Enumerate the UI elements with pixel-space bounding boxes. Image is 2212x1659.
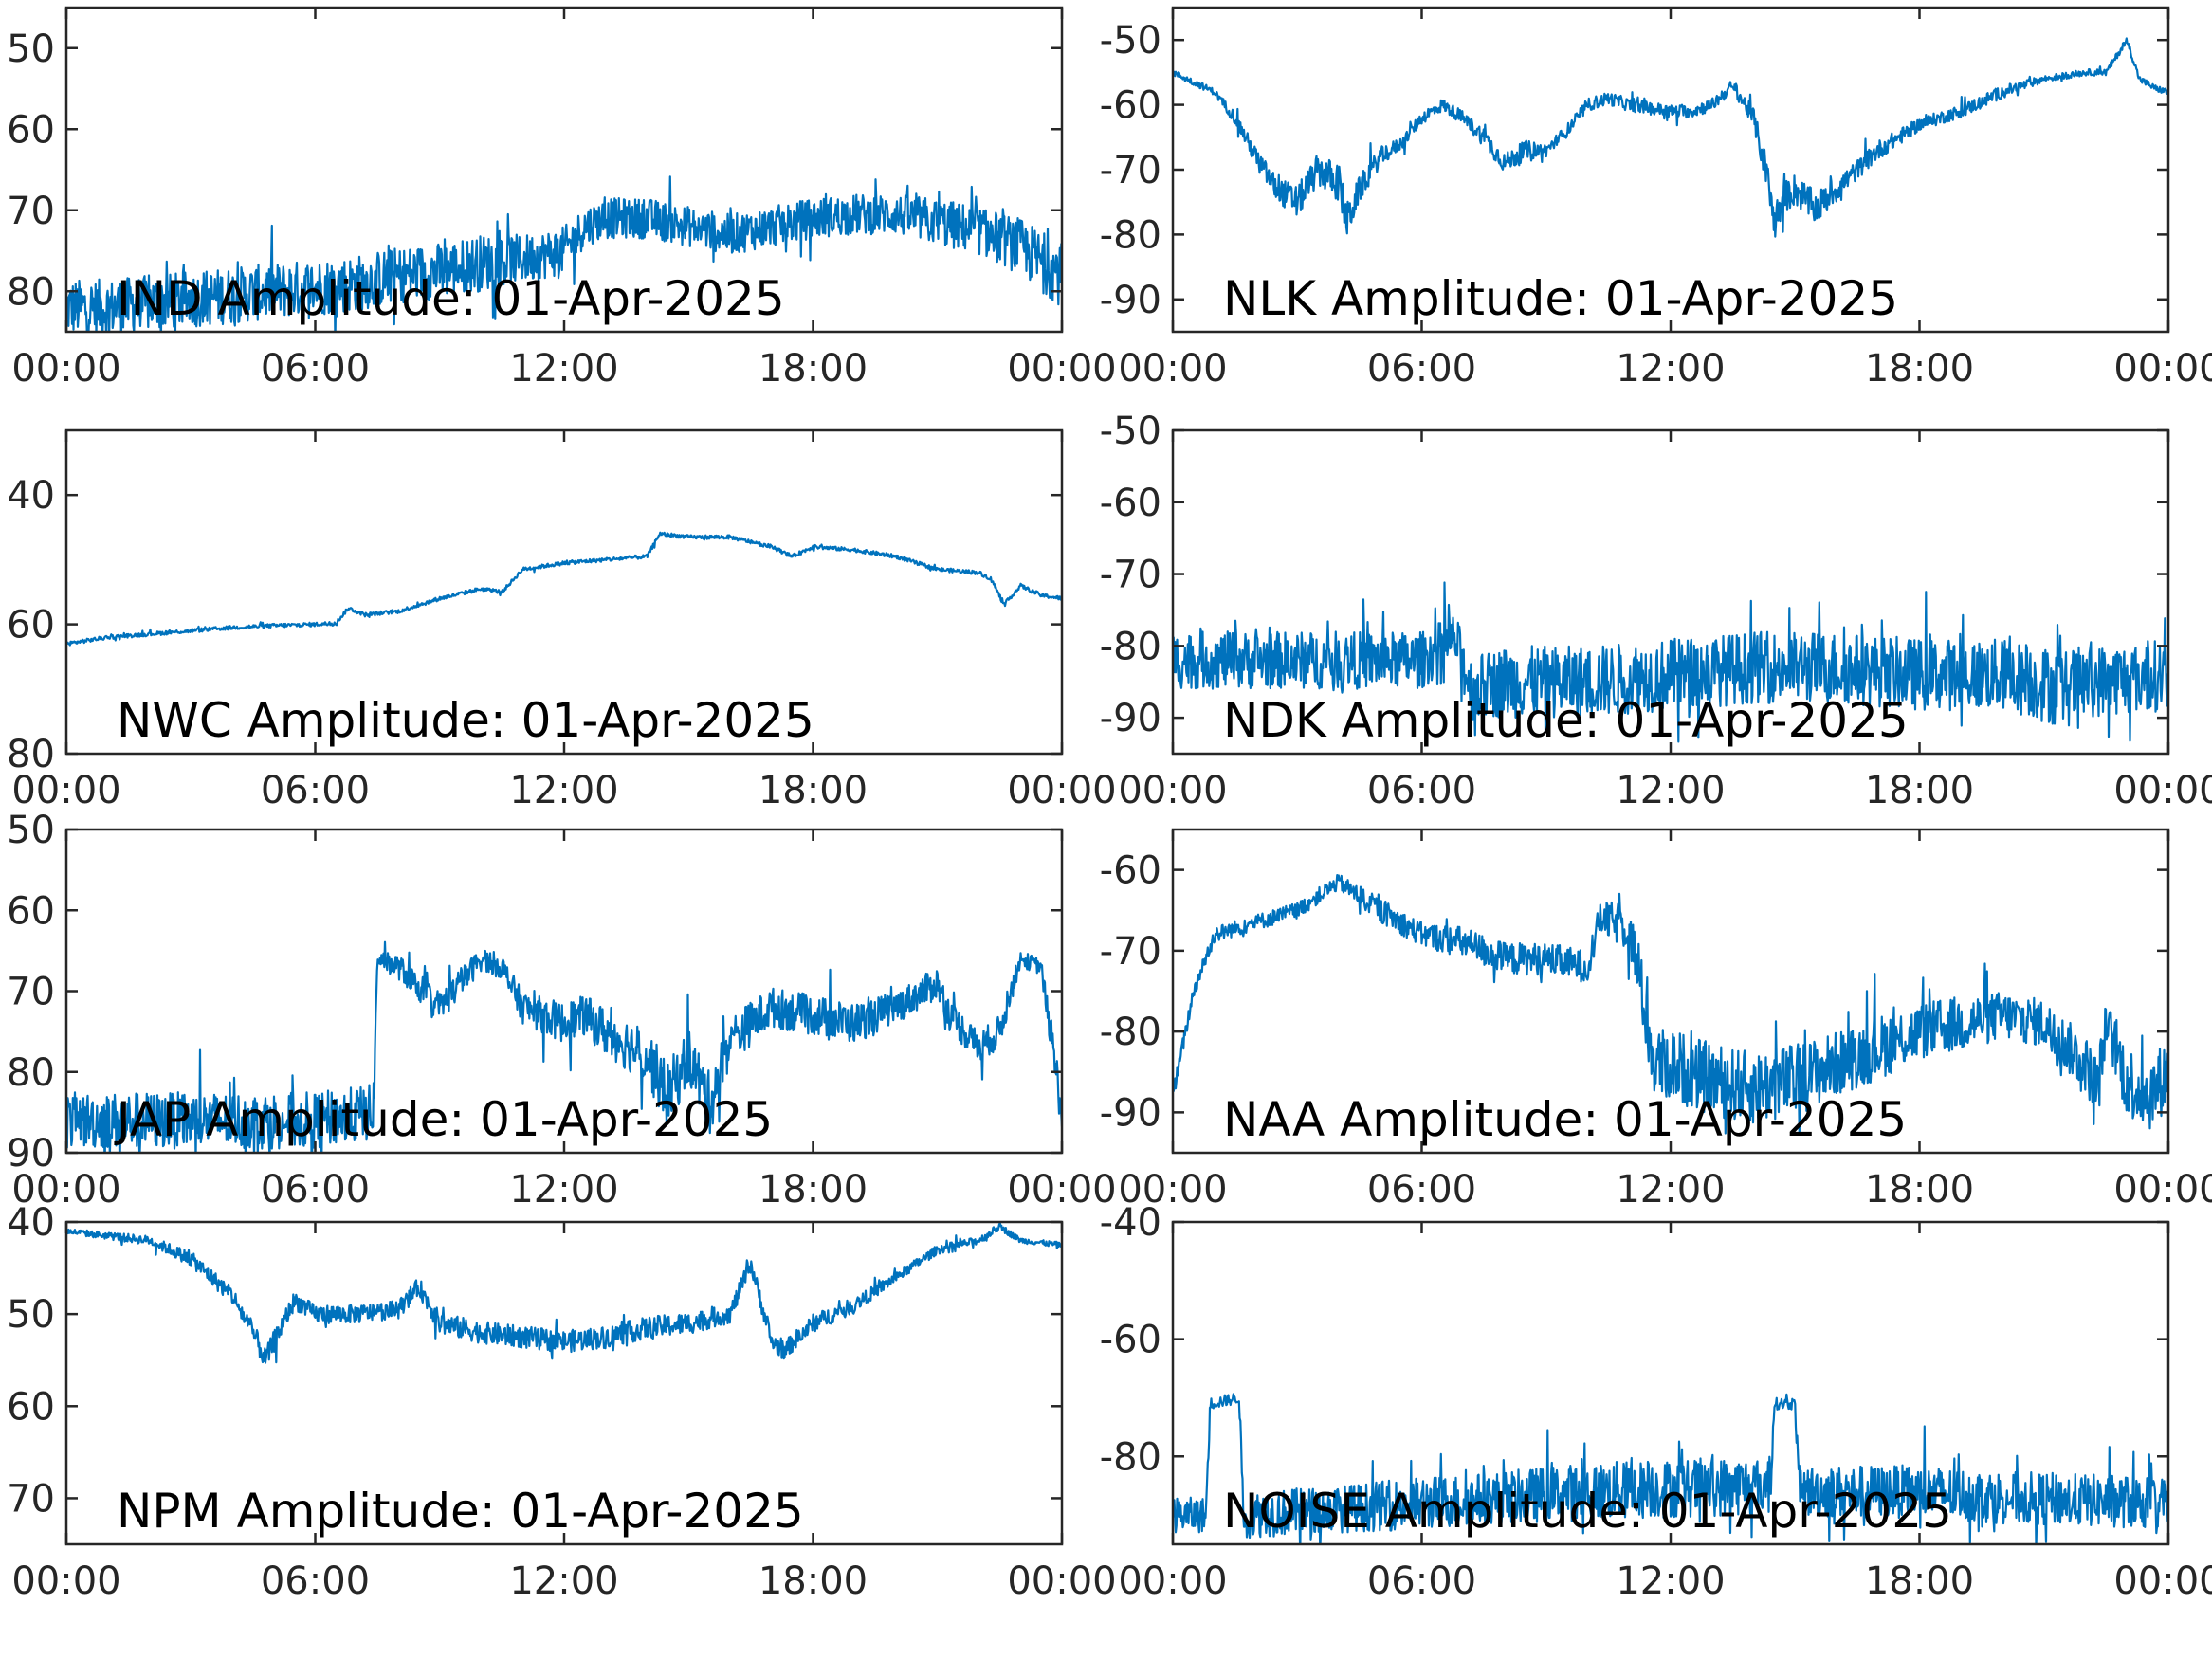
y-tick-label: -70 xyxy=(1100,930,1161,974)
y-tick-label: -50 xyxy=(1100,19,1161,63)
x-tick-label: 12:00 xyxy=(509,1559,618,1603)
y-tick-label: 40 xyxy=(7,474,55,518)
y-tick-label: -60 xyxy=(1100,482,1161,525)
plot-title: NDK Amplitude: 01-Apr-2025 xyxy=(1223,693,1909,748)
panel-nwc: 00:00 06:00 12:00 18:00 00:00 40 60 80 NWC Ampli… xyxy=(7,428,1117,812)
series-line-ind xyxy=(66,175,1062,332)
x-tick-label: 00:00 xyxy=(1118,347,1227,391)
y-tick-label: 60 xyxy=(7,889,55,933)
plot-title: NAA Amplitude: 01-Apr-2025 xyxy=(1223,1092,1907,1147)
y-tick-label: 80 xyxy=(7,733,55,776)
y-tick-label: 50 xyxy=(7,1293,55,1337)
x-tick-label: 18:00 xyxy=(1865,769,1974,812)
panel-nlk: 00:00 06:00 12:00 18:00 00:00 -50 -60 -70 -80 -90… xyxy=(1100,6,2212,391)
y-tick-label: 50 xyxy=(7,27,55,71)
x-tick-label: 00:00 xyxy=(11,347,120,391)
x-tick-label: 00:00 xyxy=(11,1168,120,1212)
x-tick-label: 06:00 xyxy=(1367,1559,1476,1603)
y-tick-label: -70 xyxy=(1100,149,1161,192)
x-tick-label: 06:00 xyxy=(261,1559,370,1603)
y-tick-label: -70 xyxy=(1100,554,1161,597)
y-tick-label: 50 xyxy=(7,809,55,852)
x-tick-label: 06:00 xyxy=(261,769,370,812)
x-tick-label: 18:00 xyxy=(759,1168,868,1212)
panel-ndk: 00:00 06:00 12:00 18:00 00:00 -50 -60 -70 -80 -90… xyxy=(1100,410,2212,812)
plot-title: NOISE Amplitude: 01-Apr-2025 xyxy=(1223,1484,1952,1539)
y-tick-label: 60 xyxy=(7,604,55,647)
series-line-nwc xyxy=(66,531,1062,647)
y-tick-label: -80 xyxy=(1100,1011,1161,1054)
y-tick-label: -40 xyxy=(1100,1201,1161,1245)
plot-title: NLK Amplitude: 01-Apr-2025 xyxy=(1223,271,1898,326)
y-tick-label: 40 xyxy=(7,1201,55,1245)
panel-ind: 00:00 06:00 12:00 18:00 00:00 50 60 70 80 IND Amp… xyxy=(7,6,1117,391)
x-tick-label: 00:00 xyxy=(2113,769,2212,812)
x-tick-label: 18:00 xyxy=(1865,1168,1974,1212)
x-tick-label: 00:00 xyxy=(1118,1559,1227,1603)
x-tick-label: 00:00 xyxy=(2113,1559,2212,1603)
x-tick-label: 18:00 xyxy=(759,347,868,391)
x-tick-label: 12:00 xyxy=(509,347,618,391)
x-tick-label: 06:00 xyxy=(1367,1168,1476,1212)
y-tick-label: -90 xyxy=(1100,1091,1161,1135)
y-tick-label: -90 xyxy=(1100,279,1161,322)
x-tick-label: 12:00 xyxy=(509,769,618,812)
series-line-naa xyxy=(1173,874,2168,1136)
x-tick-label: 12:00 xyxy=(1616,347,1725,391)
x-tick-label: 00:00 xyxy=(11,1559,120,1603)
y-tick-label: 70 xyxy=(7,190,55,233)
x-tick-label: 00:00 xyxy=(1007,1168,1116,1212)
x-tick-label: 12:00 xyxy=(1616,1168,1725,1212)
y-tick-label: -80 xyxy=(1100,625,1161,668)
x-tick-label: 18:00 xyxy=(759,769,868,812)
x-tick-label: 18:00 xyxy=(1865,1559,1974,1603)
x-tick-label: 06:00 xyxy=(261,1168,370,1212)
y-tick-label: 60 xyxy=(7,1385,55,1429)
panel-npm: 00:00 06:00 12:00 18:00 00:00 40 50 60 70 NPM Amp… xyxy=(7,1201,1117,1603)
x-tick-label: 18:00 xyxy=(759,1559,868,1603)
x-tick-label: 12:00 xyxy=(1616,769,1725,812)
x-tick-label: 00:00 xyxy=(2113,347,2212,391)
x-tick-label: 00:00 xyxy=(11,769,120,812)
y-tick-label: 80 xyxy=(7,270,55,314)
x-tick-label: 00:00 xyxy=(1118,769,1227,812)
y-tick-label: -80 xyxy=(1100,213,1161,257)
plot-title: NPM Amplitude: 01-Apr-2025 xyxy=(117,1484,804,1539)
series-line-ndk xyxy=(1173,581,2168,743)
y-tick-label: 60 xyxy=(7,108,55,152)
panel-naa: 00:00 06:00 12:00 18:00 00:00 -60 -70 -80 -90 NAA… xyxy=(1100,828,2212,1212)
x-tick-label: 00:00 xyxy=(1007,1559,1116,1603)
plot-title: IND Amplitude: 01-Apr-2025 xyxy=(117,271,785,326)
y-tick-label: 80 xyxy=(7,1051,55,1095)
y-tick-label: 70 xyxy=(7,1477,55,1521)
panel-noise: 00:00 06:00 12:00 18:00 00:00 -40 -60 -80 NOISE … xyxy=(1100,1201,2212,1603)
y-tick-label: -60 xyxy=(1100,849,1161,893)
plot-title: NWC Amplitude: 01-Apr-2025 xyxy=(117,693,814,748)
y-tick-label: -60 xyxy=(1100,84,1161,128)
series-line-jap xyxy=(66,940,1062,1153)
y-tick-label: -80 xyxy=(1100,1435,1161,1479)
series-line-noise xyxy=(1173,1393,2168,1544)
x-tick-label: 06:00 xyxy=(1367,769,1476,812)
series-line-nlk xyxy=(1173,37,2168,238)
y-tick-label: 70 xyxy=(7,971,55,1014)
x-tick-label: 00:00 xyxy=(1007,769,1116,812)
y-tick-label: -50 xyxy=(1100,410,1161,453)
x-tick-label: 06:00 xyxy=(1367,347,1476,391)
x-tick-label: 00:00 xyxy=(1118,1168,1227,1212)
y-tick-label: 90 xyxy=(7,1132,55,1176)
x-tick-label: 12:00 xyxy=(509,1168,618,1212)
y-tick-label: -60 xyxy=(1100,1319,1161,1362)
x-tick-label: 12:00 xyxy=(1616,1559,1725,1603)
series-line-npm xyxy=(66,1222,1062,1364)
plot-title: JAP Amplitude: 01-Apr-2025 xyxy=(114,1092,773,1147)
x-tick-label: 06:00 xyxy=(261,347,370,391)
x-tick-label: 18:00 xyxy=(1865,347,1974,391)
y-tick-label: -90 xyxy=(1100,697,1161,740)
x-tick-label: 00:00 xyxy=(1007,347,1116,391)
panel-jap: 00:00 06:00 12:00 18:00 00:00 50 60 70 80 90 JAP A… xyxy=(7,809,1117,1212)
x-tick-label: 00:00 xyxy=(2113,1168,2212,1212)
